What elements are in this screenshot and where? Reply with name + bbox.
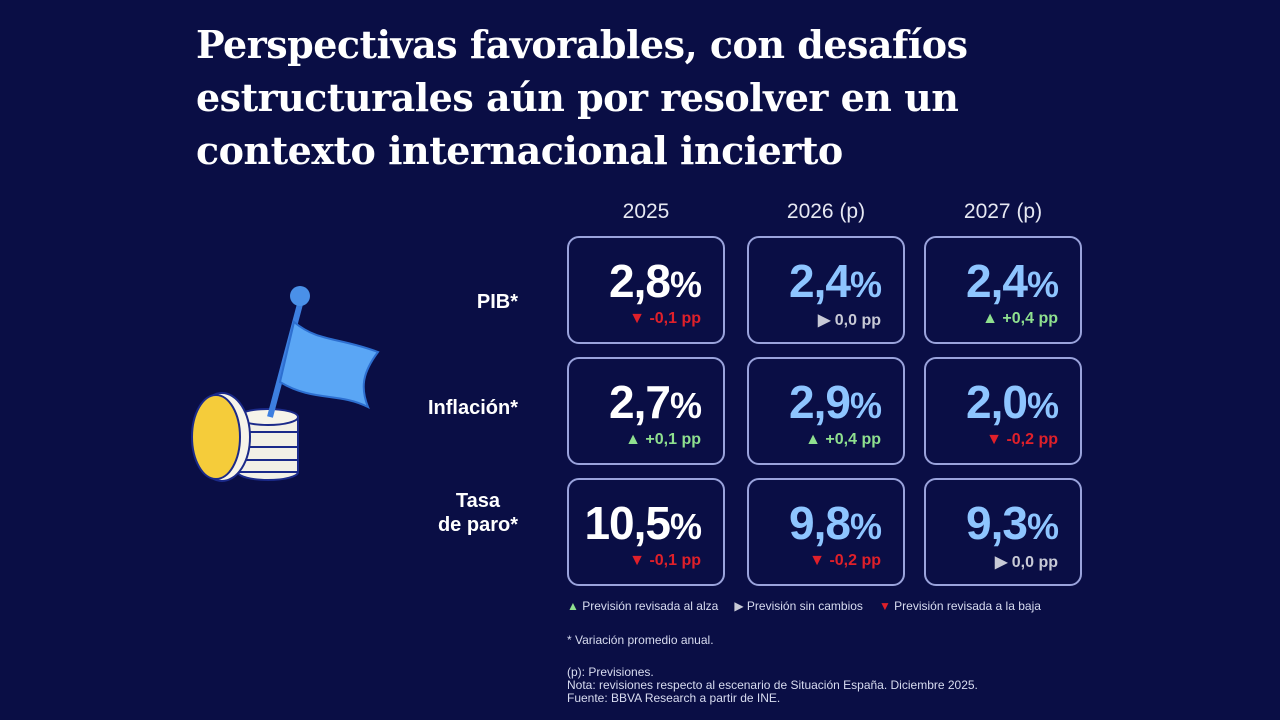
revision-change: ▼ -0,1 pp: [629, 552, 701, 570]
value-number: 9,8: [789, 497, 851, 549]
change-text: +0,4 pp: [825, 431, 881, 448]
value-number: 2,0: [966, 376, 1028, 428]
revision-change: ▶ 0,0 pp: [818, 310, 881, 330]
value-unit: %: [1026, 264, 1059, 305]
indicator-card: 2,4% ▲ +0,4 pp: [924, 236, 1082, 344]
triangle-up-icon: ▲: [625, 431, 641, 448]
column-header-2026: 2026 (p): [786, 200, 866, 223]
legend-down-label: Previsión revisada a la baja: [894, 599, 1041, 613]
value-number: 10,5: [584, 497, 671, 549]
revision-change: ▲ +0,4 pp: [805, 431, 881, 449]
indicator-value: 2,4%: [966, 254, 1059, 308]
value-unit: %: [1026, 385, 1059, 426]
note-nota: Nota: revisiones respecto al escenario d…: [567, 678, 978, 692]
value-unit: %: [669, 385, 702, 426]
change-text: -0,1 pp: [649, 310, 701, 327]
triangle-down-icon: ▼: [809, 552, 825, 569]
triangle-down-icon: ▼: [986, 431, 1002, 448]
change-text: 0,0 pp: [1011, 554, 1058, 571]
indicator-value: 9,3%: [966, 496, 1059, 550]
row-label-tasa-paro: Tasa de paro*: [318, 489, 518, 537]
page-title: Perspectivas favorables, con desafíos es…: [196, 22, 968, 173]
value-unit: %: [849, 264, 882, 305]
indicator-value: 2,0%: [966, 375, 1059, 429]
value-number: 2,7: [609, 376, 671, 428]
indicator-card: 9,8% ▼ -0,2 pp: [747, 478, 905, 586]
triangle-right-icon: ▶: [818, 312, 831, 329]
value-number: 2,9: [789, 376, 851, 428]
row-label-line: de paro*: [437, 514, 518, 536]
triangle-up-icon: ▲: [982, 310, 998, 327]
legend-down: ▼ Previsión revisada a la baja: [879, 599, 1041, 613]
change-text: +0,4 pp: [1002, 310, 1058, 327]
change-text: -0,2 pp: [1006, 431, 1058, 448]
triangle-right-icon: ▶: [734, 599, 744, 613]
indicator-value: 9,8%: [789, 496, 882, 550]
value-unit: %: [1026, 506, 1059, 547]
value-number: 2,4: [789, 255, 851, 307]
revision-change: ▲ +0,4 pp: [982, 310, 1058, 328]
note-fuente: Fuente: BBVA Research a partir de INE.: [567, 691, 781, 705]
legend-up: ▲ Previsión revisada al alza: [567, 599, 718, 613]
indicator-card: 2,7% ▲ +0,1 pp: [567, 357, 725, 465]
row-label-line: Tasa: [455, 490, 500, 512]
indicator-card: 2,9% ▲ +0,4 pp: [747, 357, 905, 465]
row-label-inflacion: Inflación*: [427, 397, 518, 419]
value-number: 2,4: [966, 255, 1028, 307]
value-unit: %: [849, 385, 882, 426]
indicator-value: 2,4%: [789, 254, 882, 308]
indicator-card: 2,0% ▼ -0,2 pp: [924, 357, 1082, 465]
triangle-up-icon: ▲: [567, 599, 579, 613]
triangle-down-icon: ▼: [629, 552, 645, 569]
column-header-2025: 2025: [622, 200, 670, 223]
note-previsiones: (p): Previsiones.: [567, 665, 654, 679]
triangle-up-icon: ▲: [805, 431, 821, 448]
legend-flat: ▶ Previsión sin cambios: [734, 599, 863, 613]
change-text: -0,2 pp: [829, 552, 881, 569]
indicator-value: 2,9%: [789, 375, 882, 429]
value-number: 9,3: [966, 497, 1028, 549]
value-unit: %: [669, 264, 702, 305]
indicator-card: 10,5% ▼ -0,1 pp: [567, 478, 725, 586]
change-text: -0,1 pp: [649, 552, 701, 569]
change-text: 0,0 pp: [834, 312, 881, 329]
change-text: +0,1 pp: [645, 431, 701, 448]
note-asterisk: * Variación promedio anual.: [567, 633, 714, 647]
triangle-down-icon: ▼: [878, 599, 891, 613]
revision-change: ▶ 0,0 pp: [995, 552, 1058, 572]
legend: ▲ Previsión revisada al alza ▶ Previsión…: [567, 599, 1041, 613]
revision-change: ▲ +0,1 pp: [625, 431, 701, 449]
flag-on-coins-icon: [191, 286, 380, 482]
indicator-value: 2,7%: [609, 375, 702, 429]
triangle-right-icon: ▶: [995, 554, 1008, 571]
triangle-down-icon: ▼: [629, 310, 645, 327]
indicator-card: 9,3% ▶ 0,0 pp: [924, 478, 1082, 586]
revision-change: ▼ -0,2 pp: [986, 431, 1058, 449]
value-number: 2,8: [609, 255, 671, 307]
legend-up-label: Previsión revisada al alza: [582, 599, 719, 613]
indicator-value: 10,5%: [584, 496, 702, 550]
indicator-value: 2,8%: [609, 254, 702, 308]
revision-change: ▼ -0,2 pp: [809, 552, 881, 570]
indicator-card: 2,8% ▼ -0,1 pp: [567, 236, 725, 344]
column-header-2027: 2027 (p): [963, 200, 1043, 223]
row-label-pib: PIB*: [476, 291, 518, 313]
value-unit: %: [849, 506, 882, 547]
legend-flat-label: Previsión sin cambios: [746, 599, 863, 613]
indicator-card: 2,4% ▶ 0,0 pp: [747, 236, 905, 344]
revision-change: ▼ -0,1 pp: [629, 310, 701, 328]
value-unit: %: [669, 506, 702, 547]
